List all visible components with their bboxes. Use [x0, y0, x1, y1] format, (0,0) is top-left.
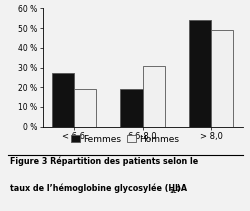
Text: taux de l’hémoglobine glycosylée (HbA: taux de l’hémoglobine glycosylée (HbA [10, 184, 187, 193]
Legend: Femmes, Hommes: Femmes, Hommes [67, 131, 183, 147]
Text: ): ) [177, 184, 180, 193]
Bar [74, 89, 96, 127]
Bar [142, 66, 165, 127]
Bar [120, 89, 142, 127]
Bar [52, 73, 74, 127]
Text: Figure 3 Répartition des patients selon le: Figure 3 Répartition des patients selon … [10, 156, 198, 166]
Text: 1c: 1c [169, 189, 177, 194]
Bar [189, 20, 211, 127]
Bar [211, 30, 234, 127]
